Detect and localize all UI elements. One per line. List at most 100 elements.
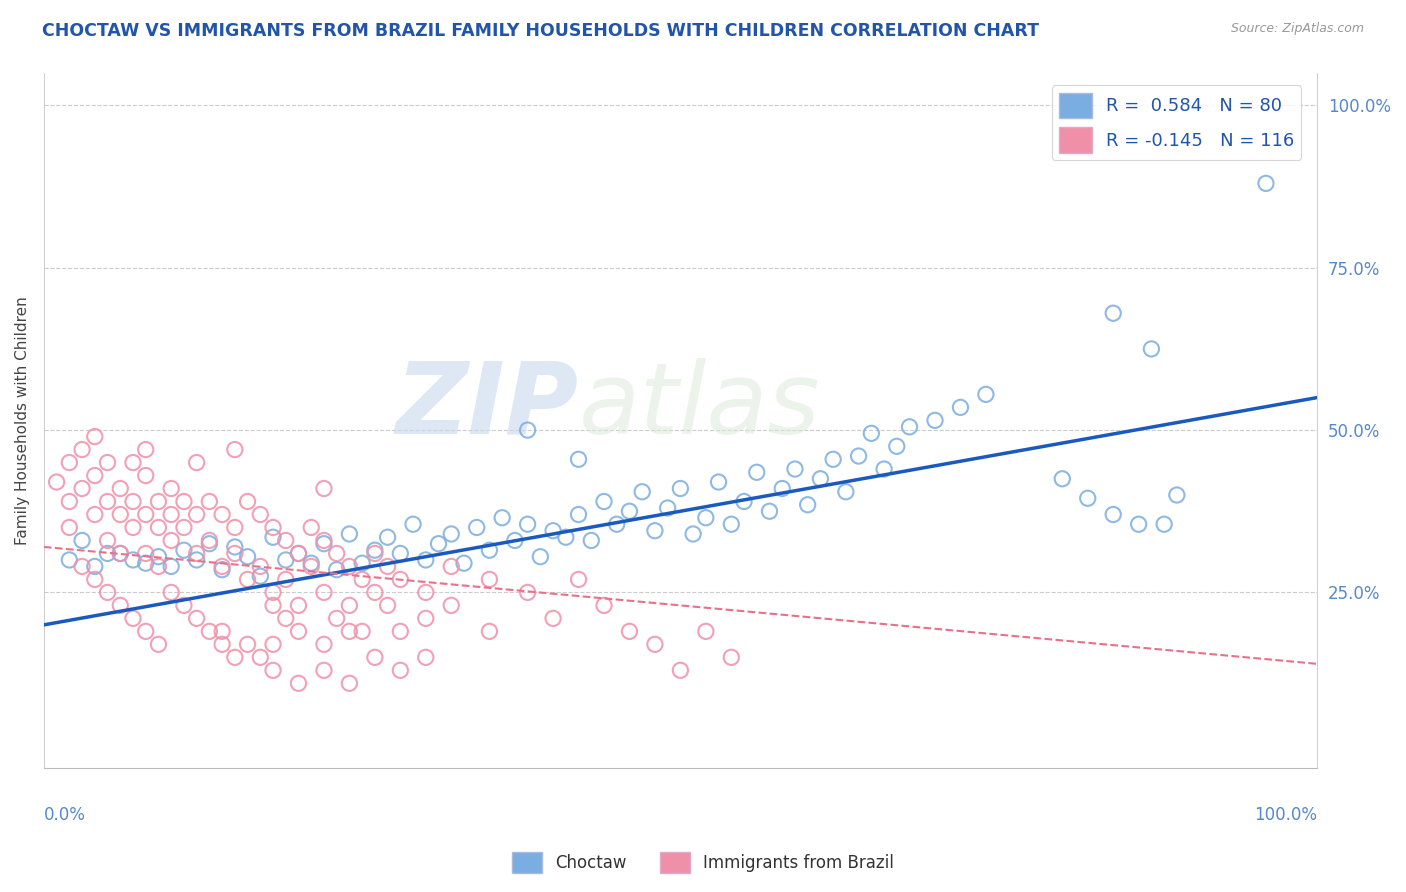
Point (848, 449, 870, 463)
Text: 100.0%: 100.0% (1254, 805, 1317, 824)
Point (516, 423, 538, 437)
Point (262, 663, 284, 677)
Point (83, 559, 105, 574)
Point (312, 585, 335, 599)
Point (860, 426, 883, 441)
Point (211, 508, 233, 522)
Point (325, 611, 347, 625)
Legend: R =  0.584   N = 80, R = -0.145   N = 116: R = 0.584 N = 80, R = -0.145 N = 116 (1052, 86, 1302, 160)
Point (745, 465, 768, 479)
Point (720, 517, 742, 532)
Point (657, 500, 679, 515)
Point (873, 462, 896, 476)
Point (312, 637, 335, 651)
Point (160, 533, 183, 548)
Point (198, 624, 221, 639)
Point (541, 611, 564, 625)
Point (262, 530, 284, 544)
Point (631, 484, 654, 499)
Point (96, 494, 118, 508)
Point (173, 494, 195, 508)
Point (224, 650, 246, 665)
Point (669, 482, 692, 496)
Point (186, 611, 208, 625)
Point (135, 468, 157, 483)
Point (262, 637, 284, 651)
Point (198, 537, 221, 551)
Legend: Choctaw, Immigrants from Brazil: Choctaw, Immigrants from Brazil (505, 846, 901, 880)
Point (110, 508, 132, 522)
Point (287, 624, 309, 639)
Point (415, 650, 437, 665)
Point (135, 508, 157, 522)
Point (249, 569, 271, 583)
Point (211, 563, 233, 577)
Point (83, 468, 105, 483)
Point (186, 456, 208, 470)
Point (160, 559, 183, 574)
Point (274, 553, 297, 567)
Point (516, 517, 538, 532)
Point (695, 510, 717, 524)
Point (733, 494, 755, 508)
Point (312, 482, 335, 496)
Point (186, 508, 208, 522)
Point (70, 559, 93, 574)
Point (644, 637, 666, 651)
Point (135, 556, 157, 570)
Point (339, 676, 361, 690)
Point (312, 537, 335, 551)
Point (110, 482, 132, 496)
Point (377, 530, 399, 544)
Point (249, 559, 271, 574)
Point (389, 573, 412, 587)
Point (96, 546, 118, 560)
Point (198, 494, 221, 508)
Point (606, 517, 628, 532)
Point (173, 520, 195, 534)
Point (325, 563, 347, 577)
Point (1254, 177, 1277, 191)
Point (898, 420, 921, 434)
Point (339, 559, 361, 574)
Point (160, 508, 183, 522)
Point (554, 530, 576, 544)
Point (224, 546, 246, 560)
Point (249, 508, 271, 522)
Point (835, 484, 858, 499)
Point (96, 585, 118, 599)
Point (287, 546, 309, 560)
Point (45, 475, 67, 489)
Point (339, 599, 361, 613)
Point (529, 549, 551, 564)
Point (274, 573, 297, 587)
Y-axis label: Family Households with Children: Family Households with Children (15, 296, 30, 545)
Point (224, 540, 246, 554)
Point (364, 585, 387, 599)
Text: CHOCTAW VS IMMIGRANTS FROM BRAZIL FAMILY HOUSEHOLDS WITH CHILDREN CORRELATION CH: CHOCTAW VS IMMIGRANTS FROM BRAZIL FAMILY… (42, 22, 1039, 40)
Text: 0.0%: 0.0% (44, 805, 86, 824)
Point (924, 413, 946, 427)
Point (160, 585, 183, 599)
Point (58, 553, 80, 567)
Point (1077, 491, 1099, 506)
Point (110, 546, 132, 560)
Point (389, 546, 412, 560)
Point (148, 559, 170, 574)
Point (262, 585, 284, 599)
Point (1052, 472, 1074, 486)
Point (299, 520, 322, 534)
Point (720, 650, 742, 665)
Point (593, 599, 616, 613)
Point (224, 442, 246, 457)
Point (70, 533, 93, 548)
Point (453, 556, 475, 570)
Point (695, 624, 717, 639)
Point (135, 546, 157, 560)
Point (83, 508, 105, 522)
Point (478, 543, 501, 558)
Text: ZIP: ZIP (395, 358, 578, 455)
Point (224, 520, 246, 534)
Point (325, 546, 347, 560)
Point (516, 585, 538, 599)
